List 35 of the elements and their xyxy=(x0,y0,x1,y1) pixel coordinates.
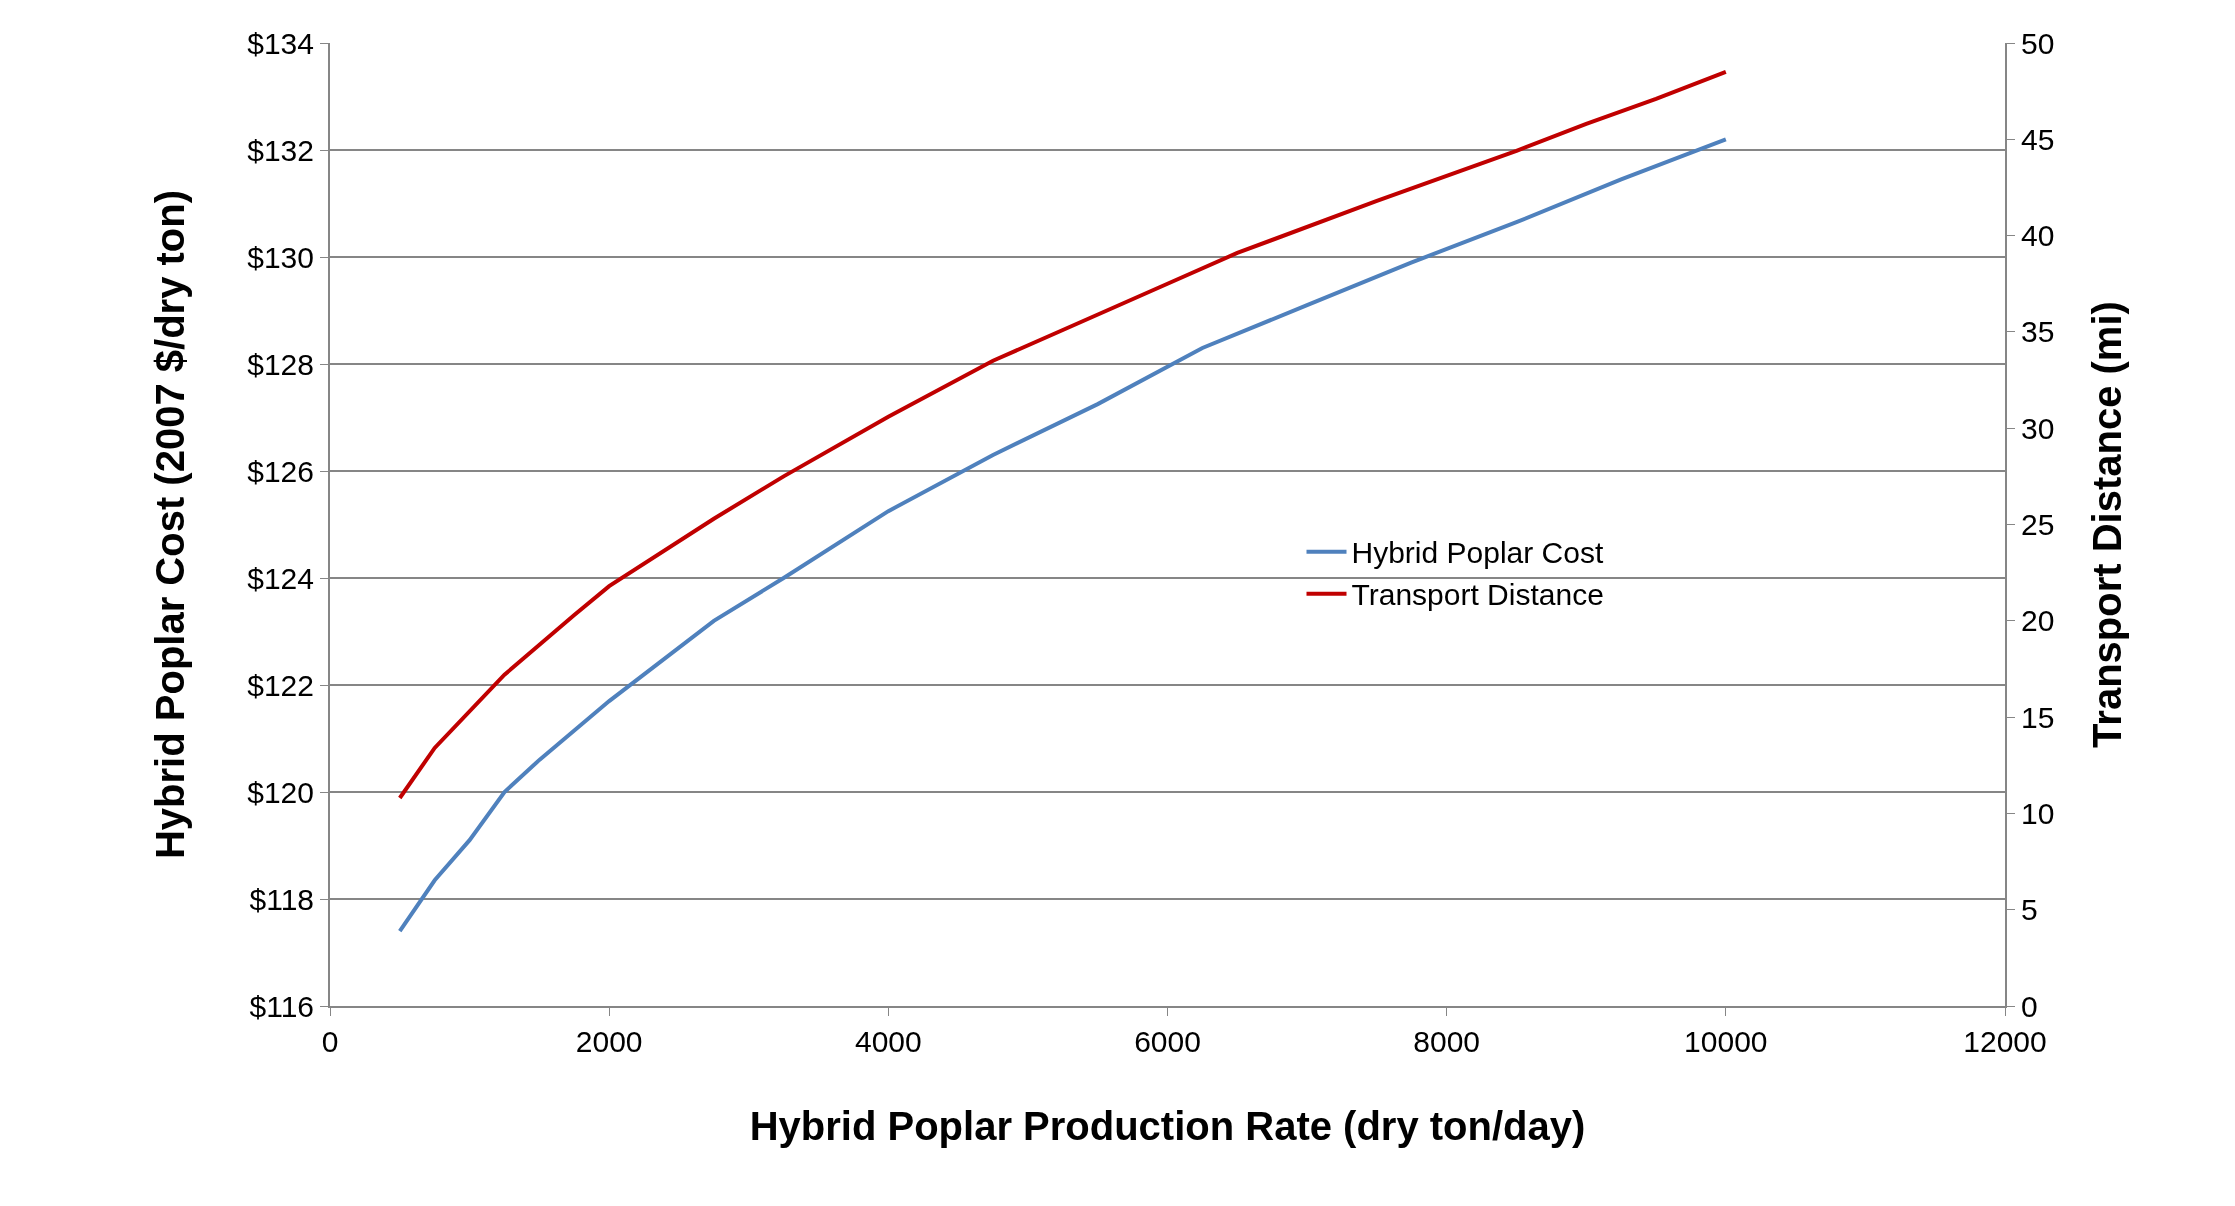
y-tick-label: $120 xyxy=(247,775,314,809)
x-tick-label: 10000 xyxy=(1684,1025,1768,1058)
y2-axis-title: Transport Distance (mi) xyxy=(2085,301,2130,748)
y2-tick-label: 40 xyxy=(2021,219,2055,253)
line-series xyxy=(397,137,1728,934)
y-tick-label: $116 xyxy=(249,989,314,1023)
legend-label: Hybrid Poplar Cost xyxy=(1351,536,1604,570)
y-tick-label: $126 xyxy=(247,454,314,488)
y2-tick-label: 35 xyxy=(2021,315,2055,349)
y2-tick-label: 0 xyxy=(2021,989,2038,1023)
y2-tick-label: 50 xyxy=(2021,26,2055,60)
y-tick-label: $134 xyxy=(247,26,314,60)
y2-tick-label: 15 xyxy=(2021,700,2055,734)
x-axis-title: Hybrid Poplar Production Rate (dry ton/day) xyxy=(749,1104,1586,1148)
y2-tick-label: 10 xyxy=(2021,796,2055,830)
y2-tick-label: 25 xyxy=(2021,508,2055,541)
x-tick-label: 2000 xyxy=(575,1025,643,1058)
x-tick-label: 4000 xyxy=(854,1025,922,1058)
y2-tick-label: 20 xyxy=(2021,604,2055,638)
y-tick-label: $124 xyxy=(247,561,314,595)
y2-tick-label: 45 xyxy=(2021,122,2055,156)
x-tick-label: 8000 xyxy=(1413,1025,1481,1058)
y-axis-title: Hybrid Poplar Cost (2007 $/dry ton) xyxy=(148,189,193,860)
y-tick-label: $118 xyxy=(249,882,314,916)
line-series xyxy=(397,69,1728,800)
x-tick-label: 6000 xyxy=(1134,1025,1201,1058)
y-tick-label: $128 xyxy=(247,347,314,381)
y2-tick-label: 5 xyxy=(2021,893,2038,927)
x-tick-label: 0 xyxy=(321,1025,339,1058)
y-tick-label: $122 xyxy=(247,668,314,702)
y2-tick-label: 30 xyxy=(2021,411,2055,445)
y-tick-label: $132 xyxy=(247,133,314,167)
y-tick-label: $130 xyxy=(247,240,314,274)
x-tick-label: 12000 xyxy=(1963,1025,2047,1058)
legend-label: Transport Distance xyxy=(1351,578,1604,612)
